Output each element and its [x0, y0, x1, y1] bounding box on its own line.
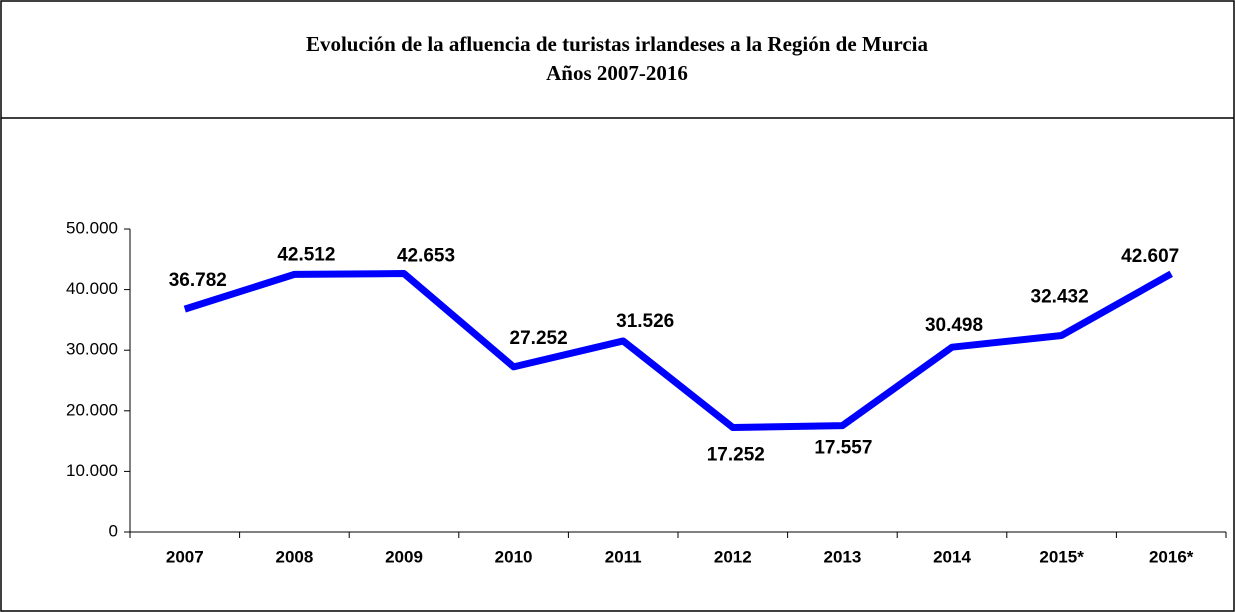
data-label: 30.498	[925, 315, 983, 336]
data-label: 32.432	[1031, 286, 1089, 307]
data-label: 42.607	[1121, 246, 1179, 267]
x-tick-label: 2008	[275, 547, 313, 566]
y-tick-label: 40.000	[66, 279, 118, 298]
y-tick-label: 20.000	[66, 400, 118, 419]
y-tick-label: 10.000	[66, 461, 118, 480]
x-tick-label: 2011	[605, 547, 642, 566]
line	[183, 270, 1173, 431]
data-label: 17.252	[707, 444, 765, 465]
data-label: 31.526	[616, 311, 674, 332]
chart-subtitle: Años 2007-2016	[546, 61, 688, 85]
x-tick-label: 2007	[166, 547, 204, 566]
x-tick-label: 2012	[714, 547, 752, 566]
data-label: 17.557	[814, 438, 872, 459]
x-tick-label: 2010	[495, 547, 533, 566]
data-label: 36.782	[169, 270, 227, 291]
y-tick-label: 0	[109, 521, 118, 540]
data-label: 27.252	[510, 328, 568, 349]
x-tick-label: 2009	[385, 547, 423, 566]
x-tick-label: 2013	[823, 547, 861, 566]
y-tick-label: 30.000	[66, 340, 118, 359]
x-tick-label: 2016*	[1149, 547, 1194, 566]
data-label: 42.512	[277, 244, 335, 265]
data-label: 42.653	[397, 246, 455, 267]
y-tick-label: 50.000	[66, 218, 118, 237]
x-tick-label: 2014	[933, 547, 971, 566]
chart-title: Evolución de la afluencia de turistas ir…	[306, 32, 929, 56]
x-tick-label: 2015*	[1039, 547, 1084, 566]
